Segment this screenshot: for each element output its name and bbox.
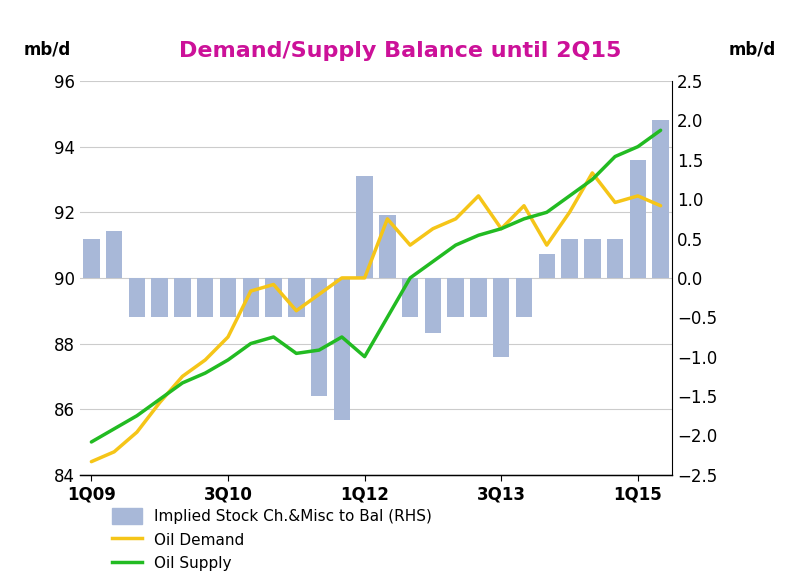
Bar	[220, 278, 236, 317]
Bar	[334, 278, 350, 420]
Bar	[402, 278, 418, 317]
Legend: Implied Stock Ch.&Misc to Bal (RHS), Oil Demand, Oil Supply: Implied Stock Ch.&Misc to Bal (RHS), Oil…	[112, 508, 432, 571]
Bar	[630, 160, 646, 278]
Text: mb/d: mb/d	[24, 41, 71, 58]
Bar	[447, 278, 464, 317]
Bar	[151, 278, 168, 317]
Bar	[493, 278, 510, 357]
Bar	[584, 239, 601, 278]
Bar	[242, 278, 259, 317]
Bar	[197, 278, 214, 317]
Bar	[266, 278, 282, 317]
Bar	[538, 254, 555, 278]
Bar	[174, 278, 190, 317]
Bar	[311, 278, 327, 396]
Bar	[357, 175, 373, 278]
Bar	[106, 230, 122, 278]
Bar	[379, 215, 395, 278]
Bar	[288, 278, 305, 317]
Bar	[562, 239, 578, 278]
Bar	[607, 239, 623, 278]
Bar	[83, 239, 99, 278]
Bar	[129, 278, 145, 317]
Bar	[470, 278, 486, 317]
Bar	[516, 278, 532, 317]
Text: Demand/Supply Balance until 2Q15: Demand/Supply Balance until 2Q15	[179, 41, 621, 61]
Bar	[425, 278, 441, 333]
Text: mb/d: mb/d	[729, 41, 776, 58]
Bar	[653, 120, 669, 278]
